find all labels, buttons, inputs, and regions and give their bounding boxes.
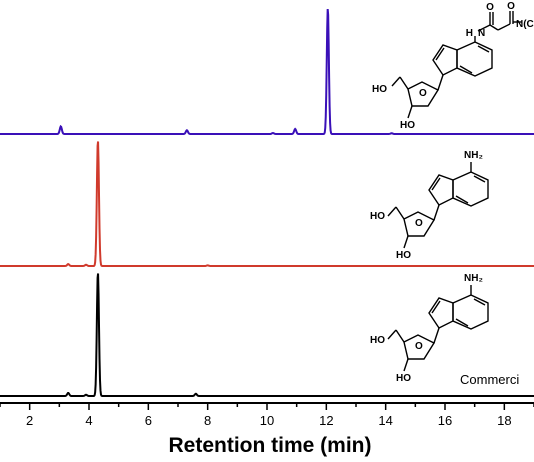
x-tick-label: 6	[145, 413, 152, 428]
middle-ho2: HO	[396, 250, 411, 261]
x-axis-title: Retention time (min)	[169, 434, 372, 457]
trace-middle	[0, 141, 534, 267]
commercial-annotation: Commerci	[460, 372, 519, 387]
x-tick-label: 10	[260, 413, 274, 428]
structure-top-labels: O O H N N(C HO HO O	[372, 1, 534, 131]
top-nh-label: H	[466, 28, 473, 39]
top-o1: O	[486, 2, 494, 13]
trace-top	[0, 8, 534, 135]
x-tick-label: 2	[26, 413, 33, 428]
structure-bottom	[387, 285, 489, 372]
top-cation-label: N(C	[516, 19, 534, 30]
trace-bottom	[0, 273, 534, 397]
structure-bottom-labels: NH₂ HO HO O Commerci	[370, 273, 519, 387]
x-tick-label: 4	[85, 413, 92, 428]
x-tick-label: 14	[378, 413, 392, 428]
top-o-ring: O	[419, 88, 427, 99]
top-ho1: HO	[372, 84, 387, 95]
structure-top	[391, 11, 522, 119]
bottom-ho1: HO	[370, 335, 385, 346]
x-axis-ticks: 2 4 6 8 10 12 14 16 18	[0, 403, 534, 428]
top-o2: O	[507, 1, 515, 12]
middle-o-ring: O	[415, 218, 423, 229]
x-tick-label: 16	[438, 413, 452, 428]
middle-nh2: NH₂	[464, 150, 483, 161]
bottom-o-ring: O	[415, 341, 423, 352]
bottom-nh2: NH₂	[464, 273, 483, 284]
structure-middle-labels: NH₂ HO HO O	[370, 150, 483, 261]
top-ho2: HO	[400, 120, 415, 131]
top-n-label: N	[478, 28, 485, 39]
x-tick-label: 18	[497, 413, 511, 428]
bottom-ho2: HO	[396, 373, 411, 384]
structure-middle	[387, 162, 489, 249]
x-tick-label: 12	[319, 413, 333, 428]
x-tick-label: 8	[204, 413, 211, 428]
middle-ho1: HO	[370, 211, 385, 222]
trace-layer	[0, 8, 534, 397]
